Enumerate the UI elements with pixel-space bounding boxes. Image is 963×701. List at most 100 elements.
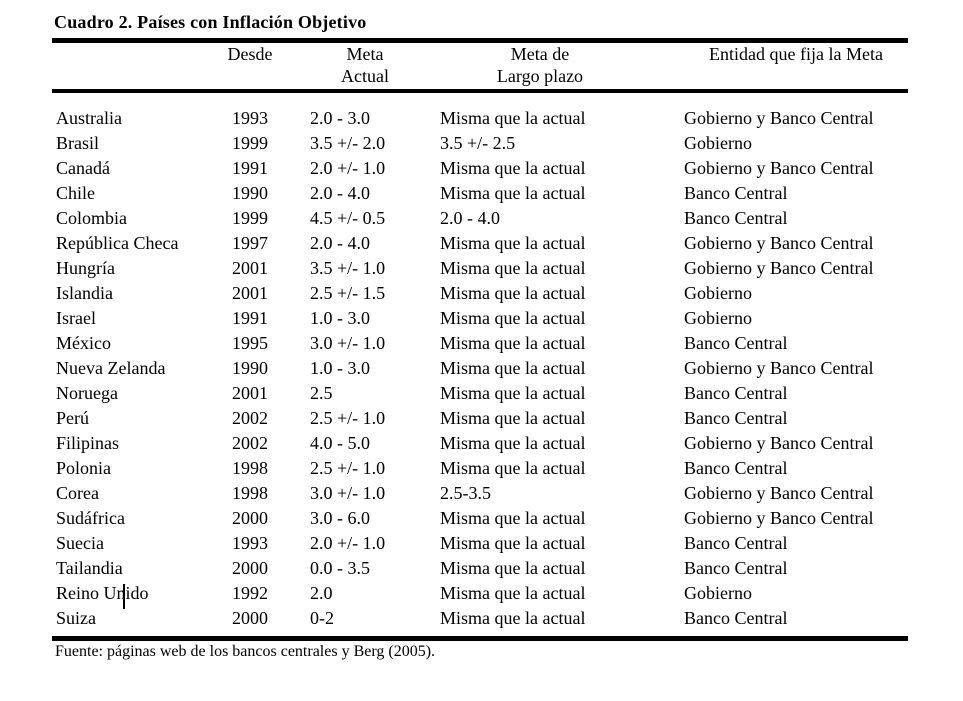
table-row: Brasil 1999 3.5 +/- 2.0 3.5 +/- 2.5 Gobi… bbox=[52, 131, 908, 156]
table-body: Australia 1993 2.0 - 3.0 Misma que la ac… bbox=[52, 106, 908, 631]
cell-country: Sudáfrica bbox=[56, 508, 125, 528]
cell-meta-largo-plazo: Misma que la actual bbox=[440, 308, 586, 328]
cell-meta-largo-plazo: Misma que la actual bbox=[440, 533, 586, 553]
cell-meta-largo-plazo: Misma que la actual bbox=[440, 358, 586, 378]
cell-meta-largo-plazo: Misma que la actual bbox=[440, 108, 586, 128]
table-row: Israel 1991 1.0 - 3.0 Misma que la actua… bbox=[52, 306, 908, 331]
cell-country: Tailandia bbox=[56, 558, 123, 578]
cell-country: Chile bbox=[56, 183, 95, 203]
source-note: Fuente: páginas web de los bancos centra… bbox=[55, 643, 436, 660]
cell-entidad: Gobierno bbox=[684, 133, 752, 153]
cell-country: Israel bbox=[56, 308, 96, 328]
cell-meta-largo-plazo: Misma que la actual bbox=[440, 158, 586, 178]
cell-country: Hungría bbox=[56, 258, 115, 278]
cell-meta-actual: 3.0 - 6.0 bbox=[310, 508, 370, 528]
cell-country: Nueva Zelanda bbox=[56, 358, 166, 378]
cell-desde: 2000 bbox=[232, 508, 268, 528]
cell-entidad: Banco Central bbox=[684, 383, 788, 403]
cell-meta-actual: 1.0 - 3.0 bbox=[310, 358, 370, 378]
cell-entidad: Gobierno y Banco Central bbox=[684, 483, 874, 503]
table-row: Tailandia 2000 0.0 - 3.5 Misma que la ac… bbox=[52, 556, 908, 581]
cell-entidad: Gobierno y Banco Central bbox=[684, 358, 874, 378]
cell-desde: 2001 bbox=[232, 283, 268, 303]
cell-meta-largo-plazo: Misma que la actual bbox=[440, 458, 586, 478]
column-header-desde: Desde bbox=[227, 44, 273, 64]
table-title: Cuadro 2. Países con Inflación Objetivo bbox=[54, 12, 367, 32]
cell-meta-largo-plazo: Misma que la actual bbox=[440, 408, 586, 428]
cell-entidad: Banco Central bbox=[684, 333, 788, 353]
cell-desde: 2002 bbox=[232, 433, 268, 453]
cell-meta-largo-plazo: Misma que la actual bbox=[440, 583, 586, 603]
cell-meta-actual: 2.0 - 4.0 bbox=[310, 233, 370, 253]
cell-meta-actual: 3.0 +/- 1.0 bbox=[310, 483, 386, 503]
cell-country: Noruega bbox=[56, 383, 118, 403]
cell-meta-actual: 1.0 - 3.0 bbox=[310, 308, 370, 328]
cell-desde: 2000 bbox=[232, 558, 268, 578]
cell-meta-actual: 3.5 +/- 2.0 bbox=[310, 133, 386, 153]
cell-entidad: Banco Central bbox=[684, 183, 788, 203]
table-row: Polonia 1998 2.5 +/- 1.0 Misma que la ac… bbox=[52, 456, 908, 481]
text-cursor bbox=[123, 584, 125, 609]
cell-meta-actual: 4.0 - 5.0 bbox=[310, 433, 370, 453]
cell-meta-actual: 2.5 +/- 1.0 bbox=[310, 458, 386, 478]
cell-country: Islandia bbox=[56, 283, 113, 303]
table-header-row: Desde Meta Actual Meta de Largo plazo En… bbox=[52, 43, 908, 87]
cell-entidad: Gobierno bbox=[684, 308, 752, 328]
cell-entidad: Gobierno y Banco Central bbox=[684, 433, 874, 453]
table-row: Chile 1990 2.0 - 4.0 Misma que la actual… bbox=[52, 181, 908, 206]
cell-meta-largo-plazo: Misma que la actual bbox=[440, 233, 586, 253]
cell-desde: 1990 bbox=[232, 358, 268, 378]
table-row: Sudáfrica 2000 3.0 - 6.0 Misma que la ac… bbox=[52, 506, 908, 531]
cell-entidad: Gobierno y Banco Central bbox=[684, 258, 874, 278]
table-row: Hungría 2001 3.5 +/- 1.0 Misma que la ac… bbox=[52, 256, 908, 281]
cell-country: Canadá bbox=[56, 158, 110, 178]
cell-entidad: Banco Central bbox=[684, 408, 788, 428]
cell-entidad: Gobierno y Banco Central bbox=[684, 108, 874, 128]
cell-meta-actual: 2.5 +/- 1.0 bbox=[310, 408, 386, 428]
cell-meta-actual: 2.5 +/- 1.5 bbox=[310, 283, 386, 303]
cell-desde: 2001 bbox=[232, 258, 268, 278]
cell-meta-largo-plazo: 2.0 - 4.0 bbox=[440, 208, 500, 228]
table-row: Reino Unido 1992 2.0 Misma que la actual… bbox=[52, 581, 908, 606]
cell-desde: 1991 bbox=[232, 308, 268, 328]
column-header-meta-largo-plazo: Meta de Largo plazo bbox=[496, 44, 584, 86]
table-rule-bottom bbox=[52, 636, 908, 641]
cell-country: Suiza bbox=[56, 608, 96, 628]
table-row: República Checa 1997 2.0 - 4.0 Misma que… bbox=[52, 231, 908, 256]
cell-entidad: Banco Central bbox=[684, 608, 788, 628]
cell-entidad: Gobierno bbox=[684, 283, 752, 303]
cell-desde: 1991 bbox=[232, 158, 268, 178]
cell-country: Colombia bbox=[56, 208, 127, 228]
cell-entidad: Banco Central bbox=[684, 458, 788, 478]
table-row: Nueva Zelanda 1990 1.0 - 3.0 Misma que l… bbox=[52, 356, 908, 381]
cell-meta-actual: 2.0 bbox=[310, 583, 333, 603]
table-row: Filipinas 2002 4.0 - 5.0 Misma que la ac… bbox=[52, 431, 908, 456]
cell-desde: 1993 bbox=[232, 108, 268, 128]
table-row: Perú 2002 2.5 +/- 1.0 Misma que la actua… bbox=[52, 406, 908, 431]
cell-meta-actual: 3.0 +/- 1.0 bbox=[310, 333, 386, 353]
cell-meta-largo-plazo: Misma que la actual bbox=[440, 258, 586, 278]
cell-country: Perú bbox=[56, 408, 89, 428]
cell-desde: 2002 bbox=[232, 408, 268, 428]
cell-desde: 1993 bbox=[232, 533, 268, 553]
table-row: México 1995 3.0 +/- 1.0 Misma que la act… bbox=[52, 331, 908, 356]
column-header-country bbox=[52, 43, 210, 87]
cell-meta-actual: 2.5 bbox=[310, 383, 333, 403]
cell-meta-actual: 2.0 +/- 1.0 bbox=[310, 533, 386, 553]
cell-desde: 1999 bbox=[232, 133, 268, 153]
table-row: Colombia 1999 4.5 +/- 0.5 2.0 - 4.0 Banc… bbox=[52, 206, 908, 231]
cell-entidad: Banco Central bbox=[684, 533, 788, 553]
cell-desde: 1998 bbox=[232, 458, 268, 478]
cell-meta-largo-plazo: Misma que la actual bbox=[440, 608, 586, 628]
table-row: Australia 1993 2.0 - 3.0 Misma que la ac… bbox=[52, 106, 908, 131]
cell-country: Corea bbox=[56, 483, 99, 503]
cell-meta-actual: 2.0 - 3.0 bbox=[310, 108, 370, 128]
table-row: Canadá 1991 2.0 +/- 1.0 Misma que la act… bbox=[52, 156, 908, 181]
cell-meta-largo-plazo: Misma que la actual bbox=[440, 383, 586, 403]
table-rule-below-header bbox=[52, 89, 908, 93]
cell-desde: 2000 bbox=[232, 608, 268, 628]
cell-meta-largo-plazo: Misma que la actual bbox=[440, 333, 586, 353]
cell-entidad: Gobierno y Banco Central bbox=[684, 508, 874, 528]
table-row: Suecia 1993 2.0 +/- 1.0 Misma que la act… bbox=[52, 531, 908, 556]
